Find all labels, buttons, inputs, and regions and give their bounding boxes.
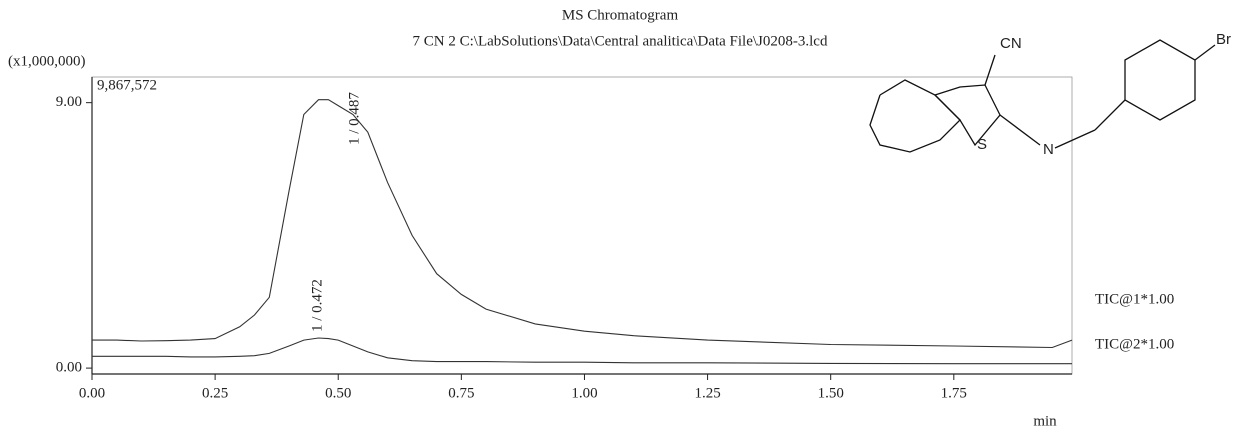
y-max-label: 9,867,572 — [97, 77, 157, 93]
structure-label: N — [1043, 141, 1054, 158]
peak-annotation: 1 / 0.487 — [346, 92, 362, 145]
ring — [869, 79, 961, 153]
bond — [999, 114, 1041, 146]
bond — [984, 54, 996, 86]
x-tick-label: 1.25 — [694, 385, 720, 401]
bond — [1194, 44, 1216, 61]
y-tick-label: 0.00 — [56, 360, 82, 376]
series-label: TIC@1*1.00 — [1095, 291, 1174, 307]
x-tick-label: 1.50 — [818, 385, 844, 401]
peak-annotation: 1 / 0.472 — [309, 279, 325, 332]
x-tick-label: 0.00 — [79, 385, 105, 401]
structure-label: Br — [1216, 31, 1231, 48]
series-label: TIC@2*1.00 — [1095, 336, 1174, 352]
plot-frame — [91, 76, 1073, 375]
series-line — [92, 337, 1072, 365]
x-tick-label: 1.75 — [941, 385, 967, 401]
x-tick-label: 0.75 — [448, 385, 474, 401]
structure — [869, 39, 1216, 153]
ring — [1124, 39, 1196, 121]
series-line — [92, 99, 1073, 349]
y-tick-label: 9.00 — [56, 94, 82, 110]
y-unit-label: (x1,000,000) — [8, 53, 86, 69]
chart-subtitle: 7 CN 2 C:\LabSolutions\Data\Central anal… — [413, 33, 828, 49]
x-tick-label: 0.50 — [325, 385, 351, 401]
bond — [1054, 129, 1096, 149]
bond — [1094, 99, 1126, 131]
chart-title: MS Chromatogram — [562, 7, 679, 23]
x-tick-label: 1.00 — [571, 385, 597, 401]
x-tick-label: 0.25 — [202, 385, 228, 401]
x-axis-label: min — [1033, 413, 1057, 429]
structure-label: S — [977, 136, 987, 153]
structure-label: CN — [1000, 35, 1022, 52]
